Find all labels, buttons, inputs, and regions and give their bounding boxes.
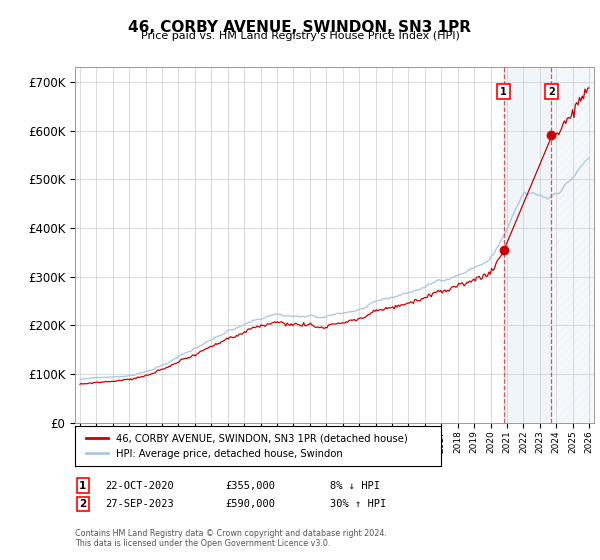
Text: 30% ↑ HPI: 30% ↑ HPI (330, 499, 386, 509)
Text: 2: 2 (548, 87, 555, 96)
Text: 22-OCT-2020: 22-OCT-2020 (105, 480, 174, 491)
Text: 27-SEP-2023: 27-SEP-2023 (105, 499, 174, 509)
Text: Contains HM Land Registry data © Crown copyright and database right 2024.: Contains HM Land Registry data © Crown c… (75, 529, 387, 538)
Text: 8% ↓ HPI: 8% ↓ HPI (330, 480, 380, 491)
Text: 46, CORBY AVENUE, SWINDON, SN3 1PR: 46, CORBY AVENUE, SWINDON, SN3 1PR (128, 20, 472, 35)
Text: 2: 2 (79, 499, 86, 509)
Legend: 46, CORBY AVENUE, SWINDON, SN3 1PR (detached house), HPI: Average price, detache: 46, CORBY AVENUE, SWINDON, SN3 1PR (deta… (83, 431, 409, 460)
Text: £355,000: £355,000 (225, 480, 275, 491)
Bar (503, 67, 551, 423)
Text: 1: 1 (79, 480, 86, 491)
Text: 1: 1 (500, 87, 507, 96)
Bar (551, 67, 594, 423)
Text: This data is licensed under the Open Government Licence v3.0.: This data is licensed under the Open Gov… (75, 539, 331, 548)
Text: Price paid vs. HM Land Registry's House Price Index (HPI): Price paid vs. HM Land Registry's House … (140, 31, 460, 41)
Text: £590,000: £590,000 (225, 499, 275, 509)
